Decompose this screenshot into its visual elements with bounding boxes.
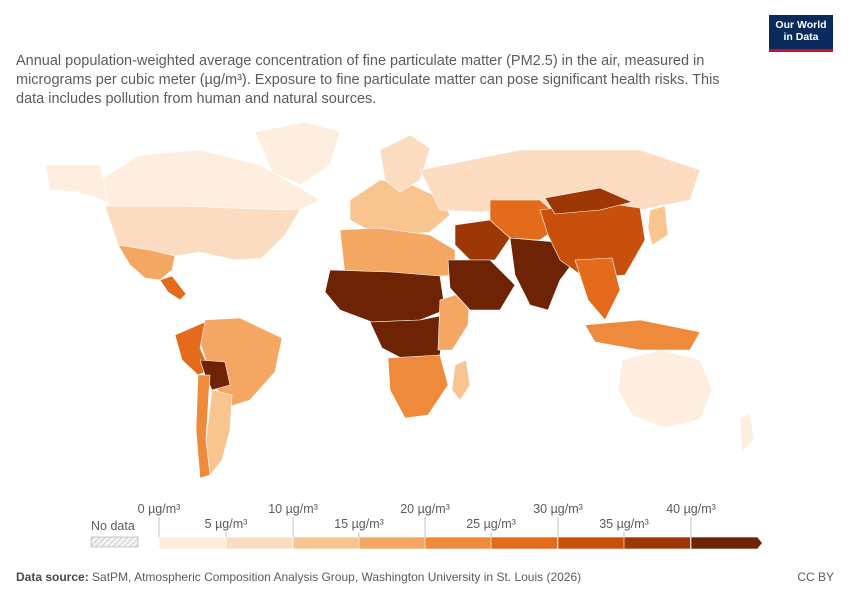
legend-upper-label-1: 10 µg/m³ xyxy=(268,502,318,516)
map-region-sahel[interactable] xyxy=(324,269,446,323)
color-legend: No data 0 µg/m³ 10 µg/m³ 20 µg/m³ 30 µg/m³ 4… xyxy=(90,502,762,550)
owid-logo[interactable]: Our World in Data xyxy=(769,15,833,52)
legend-bin-2[interactable] xyxy=(292,536,360,550)
map-region-southeast-asia[interactable] xyxy=(574,257,621,321)
source-label: Data source: xyxy=(16,570,89,584)
logo-line-2: in Data xyxy=(783,31,819,44)
legend-no-data-swatch xyxy=(90,536,139,548)
map-region-central-america[interactable] xyxy=(159,275,187,301)
map-region-mongolia[interactable] xyxy=(544,187,633,215)
legend-bin-6[interactable] xyxy=(557,536,625,550)
world-map xyxy=(44,121,755,479)
legend-upper-label-2: 20 µg/m³ xyxy=(400,502,450,516)
legend-bin-5[interactable] xyxy=(490,536,558,550)
logo-line-1: Our World xyxy=(775,19,827,31)
legend-upper-label-0: 0 µg/m³ xyxy=(138,502,181,516)
legend-bin-4[interactable] xyxy=(424,536,492,550)
map-region-japan[interactable] xyxy=(647,205,669,246)
map-region-bolivia[interactable] xyxy=(199,359,231,391)
map-region-southern-africa[interactable] xyxy=(387,354,449,419)
map-region-indonesia[interactable] xyxy=(584,319,701,351)
map-region-greenland[interactable] xyxy=(254,121,341,186)
map-region-new-zealand[interactable] xyxy=(739,413,755,453)
map-region-russia[interactable] xyxy=(419,149,701,213)
map-region-central-africa[interactable] xyxy=(369,314,446,361)
legend-lower-label-1: 15 µg/m³ xyxy=(334,517,384,531)
legend-lower-label-3: 35 µg/m³ xyxy=(599,517,649,531)
map-region-argentina[interactable] xyxy=(205,389,233,476)
legend-lower-label-0: 5 µg/m³ xyxy=(205,517,248,531)
source-text: SatPM, Atmospheric Composition Analysis … xyxy=(92,570,582,584)
legend-upper-label-4: 40 µg/m³ xyxy=(666,502,716,516)
license-link[interactable]: CC BY xyxy=(797,570,834,584)
map-region-scandinavia[interactable] xyxy=(379,134,431,193)
map-region-arabian-peninsula[interactable] xyxy=(447,259,516,311)
chart-subtitle: Annual population-weighted average conce… xyxy=(16,53,720,107)
map-region-alaska[interactable] xyxy=(44,164,109,203)
legend-bin-7[interactable] xyxy=(623,536,691,550)
legend-arrow xyxy=(757,537,762,549)
legend-bin-0[interactable] xyxy=(158,536,226,550)
map-region-madagascar[interactable] xyxy=(451,359,471,401)
legend-bin-8[interactable] xyxy=(690,536,758,550)
legend-bin-1[interactable] xyxy=(225,536,293,550)
map-region-australia[interactable] xyxy=(617,349,713,429)
legend-lower-label-2: 25 µg/m³ xyxy=(466,517,516,531)
legend-bin-3[interactable] xyxy=(358,536,426,550)
legend-upper-label-3: 30 µg/m³ xyxy=(533,502,583,516)
map-region-chile[interactable] xyxy=(195,374,211,479)
map-region-mexico[interactable] xyxy=(117,244,176,281)
legend-no-data-label: No data xyxy=(91,519,135,533)
footer: Data source: SatPM, Atmospheric Composit… xyxy=(16,570,834,584)
